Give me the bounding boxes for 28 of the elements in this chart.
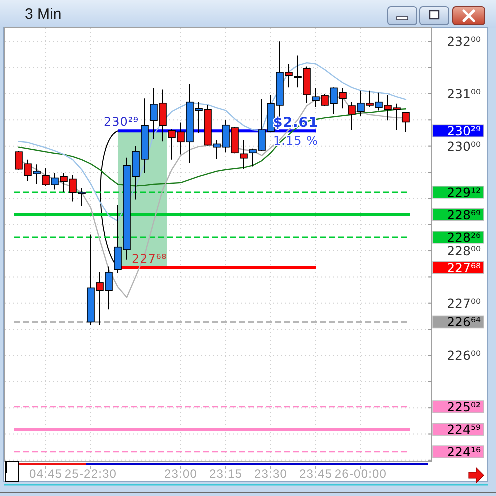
line-series [18,62,407,222]
ref-line-label: 224⁵⁹ [447,422,481,438]
candlestick [402,112,410,133]
ref-line-label: 227⁶⁸ [132,252,168,266]
y-tick-label: 227⁰⁰ [447,296,481,311]
ref-line-label: 230²⁹ [104,115,139,130]
text: 227⁶⁸ [447,260,481,276]
candlestick [240,140,248,170]
x-tick-label: 23:30 [254,467,288,481]
ref-line-label: 229¹² [447,184,481,200]
y-tick-label: 232⁰⁰ [447,34,481,50]
x-tick-label: 23:00 [164,467,198,481]
x-tick-label: 23:15 [209,467,243,481]
y-tick-label: 226⁰⁰ [447,348,481,364]
x-tick-label: 25-22:30 [64,467,118,481]
y-tick-label: 230⁰⁰ [447,138,481,154]
ref-line-label: 224¹⁶ [447,444,481,460]
ref-line-label: 228⁶⁹ [447,207,481,222]
text: 230²⁹ [447,124,481,139]
x-tick-label: 04:45 [29,467,63,481]
chart-title: 3 Min [25,6,62,23]
ref-line-label: 226⁶⁴ [447,314,481,330]
y-tick-label: 231⁰⁰ [447,86,481,102]
ref-line-label: 225⁰² [447,400,481,415]
x-tick-label: 26-00:00 [334,467,388,481]
x-tick-label: 23:45 [299,467,333,481]
y-tick-label: 228⁰⁰ [447,244,481,259]
ref-line-label: 228²⁶ [447,230,481,245]
